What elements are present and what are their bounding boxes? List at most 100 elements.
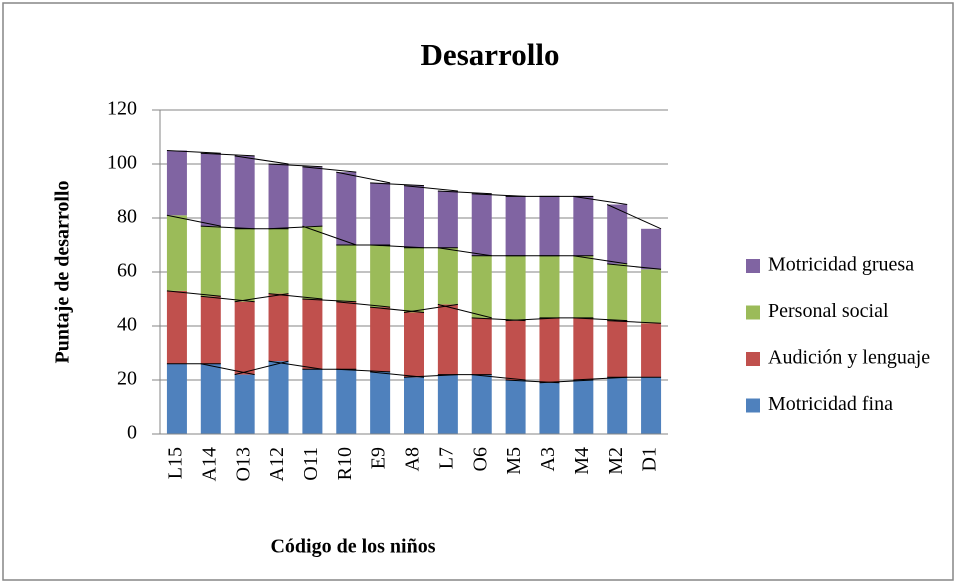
series-line [539, 379, 594, 384]
bar-segment [641, 228, 662, 270]
y-tick-label: 40 [117, 314, 137, 336]
legend-label: Audición y lenguaje [768, 347, 930, 369]
legend-label: Personal social [768, 300, 889, 322]
series-line [166, 290, 221, 297]
series-line [471, 374, 526, 381]
x-tick-label: M5 [503, 447, 525, 475]
bar-segment [166, 363, 187, 434]
x-tick-label: D1 [639, 447, 661, 471]
series-line [403, 185, 458, 192]
legend-swatch [746, 398, 760, 413]
bar-segment [641, 269, 662, 324]
bar-segment [607, 204, 628, 264]
bar-segment [607, 263, 628, 321]
series-line [268, 360, 323, 370]
bar-segment [539, 382, 560, 434]
bar-segment [539, 255, 560, 318]
bar-segment [336, 301, 357, 370]
bar-segment [505, 255, 526, 321]
y-tick-label: 60 [117, 260, 137, 282]
x-axis-title: Código de los niños [270, 536, 435, 558]
bar-segment [302, 369, 323, 434]
x-tick-label: A12 [266, 447, 288, 481]
series-line [606, 204, 662, 230]
series-line [234, 155, 289, 165]
bar-segment [302, 299, 323, 370]
series-line [437, 247, 492, 257]
series-line [607, 320, 662, 324]
series-line [573, 317, 628, 322]
series-line [268, 293, 323, 300]
legend-label: Motricidad fina [768, 393, 893, 415]
series-line [573, 195, 628, 205]
bar-segment [234, 301, 255, 375]
x-tick-label: L7 [435, 447, 457, 469]
x-tick-label: E9 [368, 447, 390, 469]
bar-segment [471, 374, 492, 434]
bar-segment [471, 255, 492, 318]
bar-segment [641, 377, 662, 434]
bar-segment [234, 374, 255, 434]
x-tick-label: O13 [232, 447, 254, 481]
bar-segment [573, 317, 594, 380]
bar-segment [336, 172, 357, 245]
bar-segment [166, 150, 187, 216]
series-line [336, 368, 391, 373]
bar-segment [471, 193, 492, 256]
bar-segment [505, 320, 526, 380]
bar-segment [607, 320, 628, 378]
y-tick-label: 120 [107, 98, 137, 120]
series-line [200, 295, 255, 303]
series-line [370, 306, 425, 313]
series-line [336, 301, 391, 308]
bar-segment [641, 323, 662, 378]
bar-segment [370, 371, 391, 434]
bar-segment [336, 369, 357, 434]
bar-segment [573, 255, 594, 318]
series-line [403, 303, 458, 313]
y-tick-label: 20 [117, 368, 137, 390]
bar-segment [471, 317, 492, 375]
bar-segment [370, 245, 391, 308]
bar-segment [302, 226, 323, 299]
series-line [166, 150, 221, 154]
bar-segment [268, 164, 289, 229]
bar-segment [539, 317, 560, 383]
series-line [437, 190, 492, 195]
bar-segment [268, 361, 289, 434]
y-axis-title: Puntaje de desarrollo [52, 181, 74, 364]
bar-segment [234, 155, 255, 229]
bar-segment [437, 191, 458, 248]
bar-segment [404, 247, 424, 313]
x-tick-label: A14 [198, 447, 220, 481]
series-line [370, 182, 425, 187]
bar-segment [200, 153, 221, 227]
bar-segment [302, 166, 323, 227]
x-tick-label: O11 [300, 447, 322, 481]
bar-segment [437, 247, 458, 305]
bar-segment [404, 377, 424, 434]
bar-segment [437, 304, 458, 375]
bar-segment [573, 196, 594, 256]
series-line [437, 303, 492, 319]
series-line [573, 255, 628, 265]
x-tick-label: M4 [571, 447, 593, 475]
bar-segment [200, 226, 221, 297]
series-line [302, 298, 357, 303]
x-tick-label: O6 [469, 447, 491, 471]
bar-segment [370, 307, 391, 372]
bar-segment [166, 290, 187, 364]
bar-segment [200, 363, 221, 434]
series-line [200, 363, 255, 376]
legend-swatch [746, 305, 760, 320]
series-line [268, 163, 323, 168]
y-tick-label: 80 [117, 206, 137, 228]
bar-segment [234, 228, 255, 302]
bar-segment [404, 185, 424, 248]
y-tick-label: 0 [127, 422, 137, 444]
bar-segment [404, 312, 424, 378]
bar-segment [505, 380, 526, 434]
bar-segment [268, 228, 289, 294]
bar-segment [437, 374, 458, 434]
